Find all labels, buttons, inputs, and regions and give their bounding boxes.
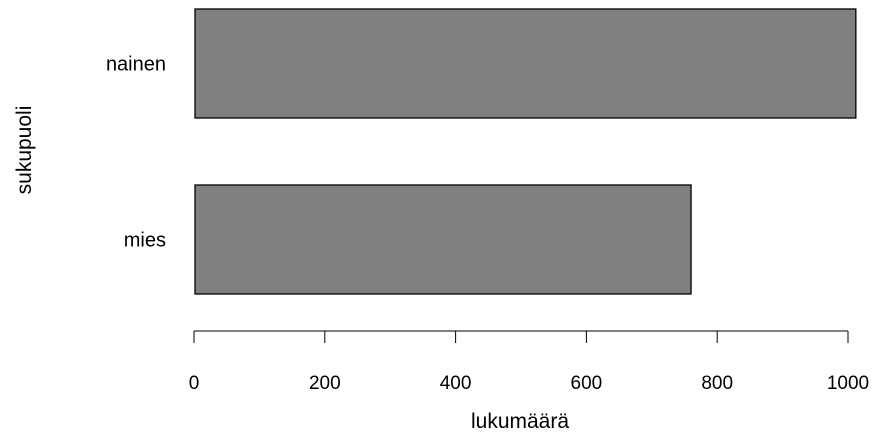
category-label-nainen: nainen <box>106 54 166 76</box>
bar-nainen <box>194 8 857 119</box>
x-tick-label-600: 600 <box>571 373 603 394</box>
x-axis: 0 200 400 600 800 1000 <box>189 330 869 394</box>
x-tick-label-0: 0 <box>189 373 200 394</box>
y-axis-title: sukupuoli <box>13 106 36 195</box>
category-label-mies: mies <box>124 230 166 252</box>
x-tick-label-400: 400 <box>440 373 472 394</box>
bars-group <box>194 8 857 295</box>
x-tick-label-200: 200 <box>309 373 341 394</box>
x-tick-label-800: 800 <box>701 373 733 394</box>
category-labels: nainen mies <box>106 54 166 252</box>
bar-mies <box>194 184 692 295</box>
x-axis-title: lukumäärä <box>471 410 569 433</box>
x-tick-label-1000: 1000 <box>827 373 869 394</box>
